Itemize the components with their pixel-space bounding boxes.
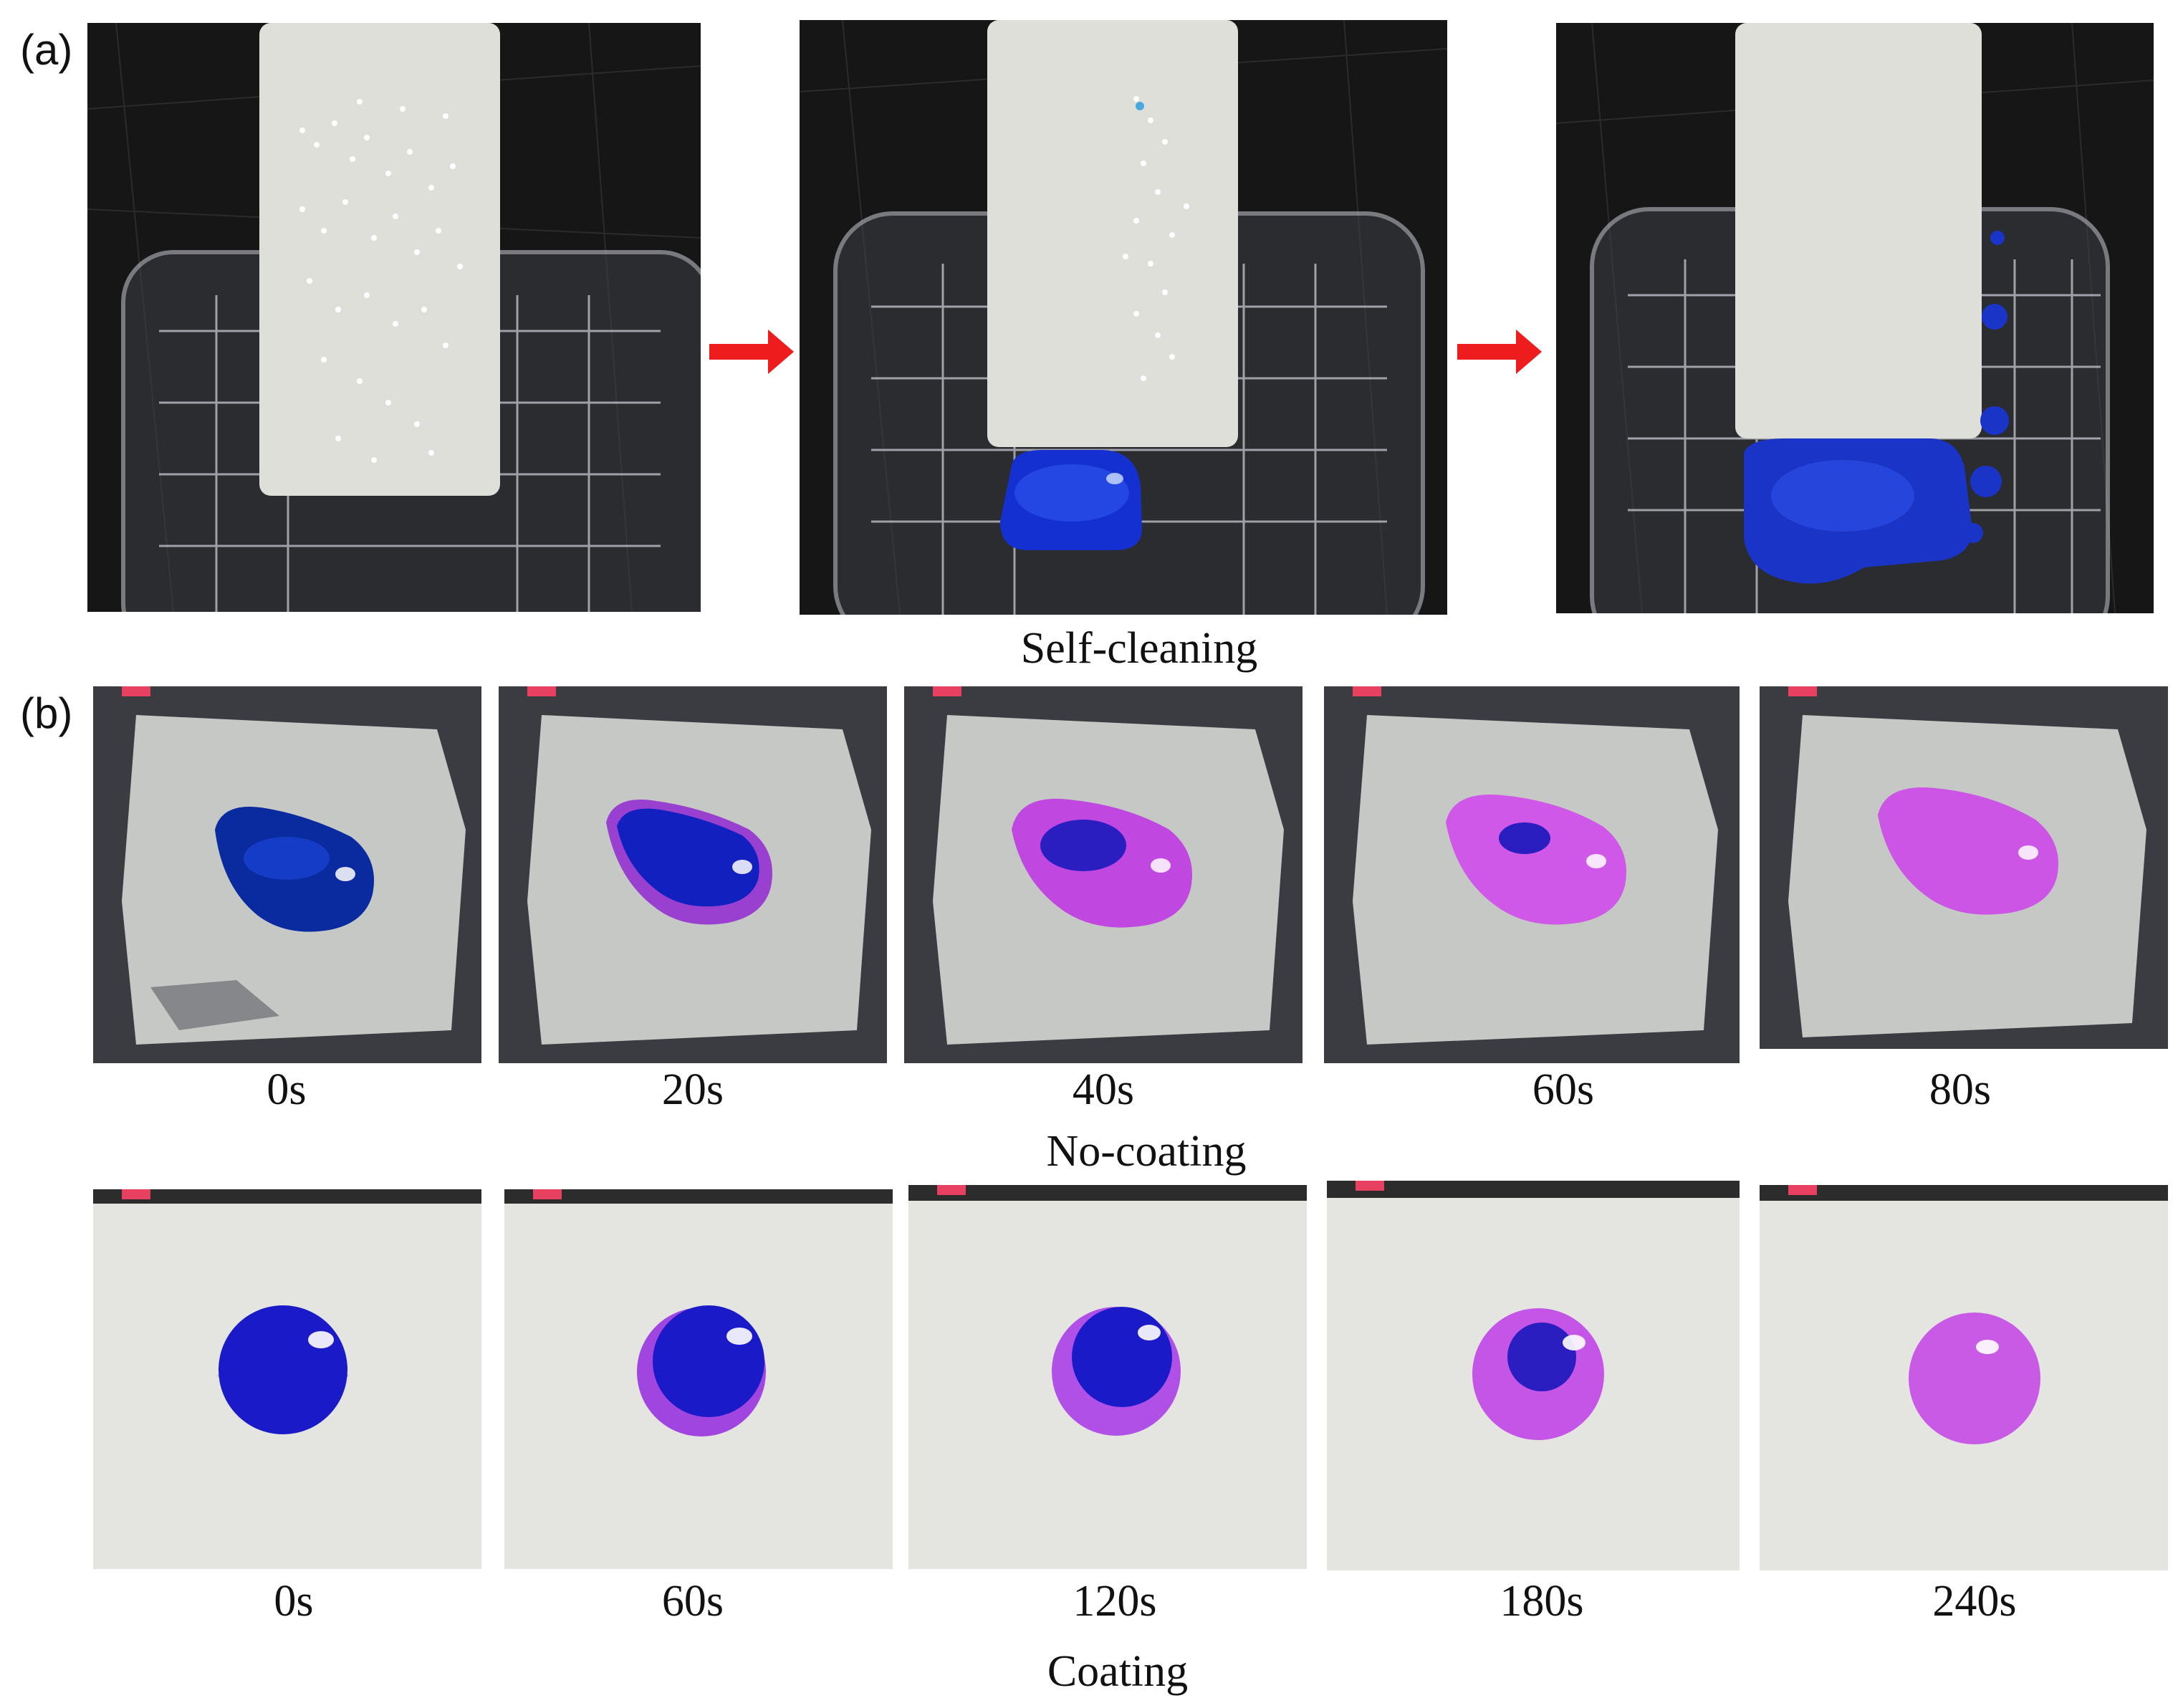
arrow-right-icon	[709, 327, 794, 377]
coating-photo-60s	[504, 1189, 893, 1569]
panel-b-label: (b)	[20, 689, 73, 737]
coating-time-label: 180s	[1500, 1577, 1584, 1626]
no-coating-time-label: 20s	[661, 1065, 724, 1114]
coating-time-label: 60s	[661, 1577, 724, 1626]
no-coating-time-label: 0s	[267, 1065, 307, 1114]
no-coating-photo-40s	[904, 686, 1303, 1063]
self-cleaning-photo-3	[1556, 23, 2154, 613]
coating-photo-240s	[1760, 1185, 2168, 1570]
no-coating-photo-60s	[1324, 686, 1740, 1063]
coating-time-label: 120s	[1073, 1577, 1157, 1626]
panel-a-label: (a)	[20, 26, 73, 74]
arrow-right-icon	[1457, 327, 1542, 377]
coating-time-label: 240s	[1932, 1577, 2017, 1626]
self-cleaning-photo-2	[800, 20, 1447, 615]
no-coating-time-label: 80s	[1929, 1065, 1992, 1114]
no-coating-time-label: 60s	[1532, 1065, 1595, 1114]
coating-caption: Coating	[1047, 1647, 1189, 1696]
no-coating-time-label: 40s	[1072, 1065, 1135, 1114]
coating-photo-0s	[93, 1189, 481, 1569]
no-coating-caption: No-coating	[1046, 1127, 1247, 1176]
coating-time-label: 0s	[274, 1577, 314, 1626]
no-coating-photo-80s	[1760, 686, 2168, 1049]
no-coating-photo-0s	[93, 686, 481, 1063]
self-cleaning-caption: Self-cleaning	[1020, 624, 1258, 673]
coating-photo-120s	[908, 1185, 1307, 1569]
no-coating-photo-20s	[499, 686, 887, 1063]
self-cleaning-photo-1	[87, 23, 701, 612]
coating-photo-180s	[1327, 1181, 1740, 1570]
